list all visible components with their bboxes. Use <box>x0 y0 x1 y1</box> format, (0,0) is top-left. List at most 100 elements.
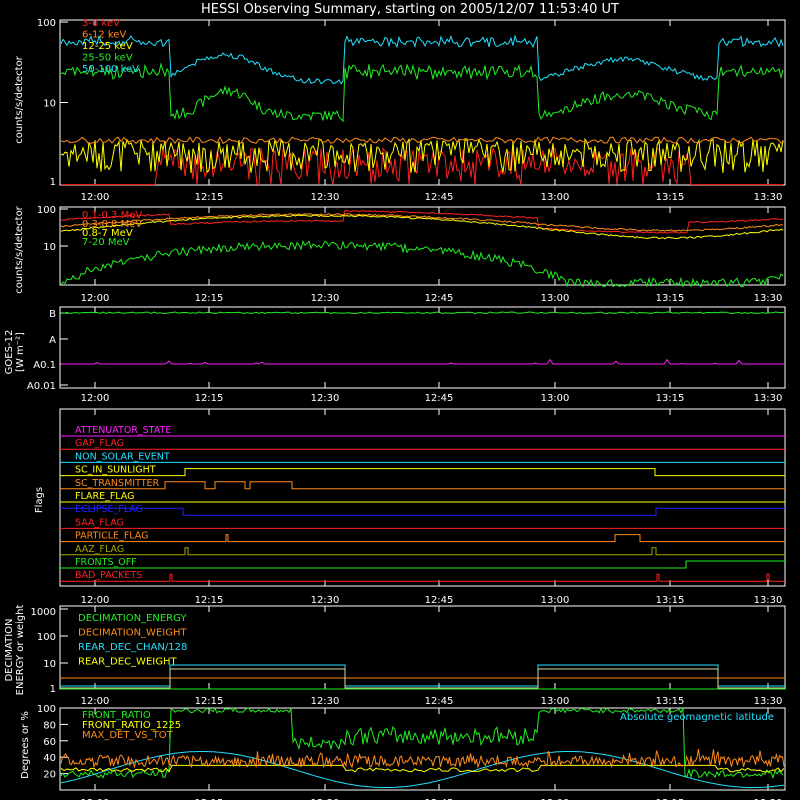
panel1-series-12-25keV <box>60 137 784 174</box>
panel4-flag-label-9: AAZ_FLAG <box>75 544 124 555</box>
panel2-xtick-label: 13:30 <box>754 293 783 304</box>
panel1-series-6-12keV <box>60 136 785 145</box>
panel4-xtick-label: 12:00 <box>81 595 110 606</box>
panel6-max-det-vs-tot <box>60 748 785 769</box>
panel1-xtick-label: 13:15 <box>656 192 685 203</box>
panel6-front-ratio-1225 <box>60 764 785 773</box>
panel6-xtick-label: 12:30 <box>311 798 340 800</box>
panel1-ytick-label: 10 <box>43 99 56 110</box>
panel4-flag-line-9 <box>60 547 785 556</box>
panel6-ylabel: Degrees or % <box>20 711 31 779</box>
panel2-xtick-label: 12:15 <box>195 293 224 304</box>
page-title: HESSI Observing Summary, starting on 200… <box>201 2 619 17</box>
panel6-xtick-label: 13:30 <box>754 798 783 800</box>
panel5-xtick-label: 13:00 <box>541 696 570 707</box>
panel3-xtick-label: 13:30 <box>754 393 783 404</box>
panel2-xtick-label: 13:15 <box>656 293 685 304</box>
panel2-xtick-label: 12:30 <box>311 293 340 304</box>
panel4-flag-line-8 <box>60 534 785 543</box>
panel3-ylabel-line1: GOES-12 <box>4 330 15 375</box>
panel3-xtick-label: 12:30 <box>311 393 340 404</box>
panel5-legend-0: DECIMATION_ENERGY <box>78 613 187 624</box>
panel6-ytick-label: 60 <box>43 737 56 748</box>
panel6-xtick-label: 13:00 <box>541 798 570 800</box>
panel3-ytick-label: A0.1 <box>33 360 56 371</box>
panel5-ytick-label: 1 <box>50 684 56 695</box>
panel1-legend-3: 25-50 keV <box>82 53 133 64</box>
panel1-xtick-label: 12:15 <box>195 192 224 203</box>
panel3-ylabel-line2: [W m⁻²] <box>15 332 26 372</box>
panel1-xtick-label: 13:00 <box>541 192 570 203</box>
panel3-xtick-label: 13:15 <box>656 393 685 404</box>
panel2-legend-1: 0.3-0.8 MeV <box>82 219 142 230</box>
panel5-ytick-label: 10 <box>43 659 56 670</box>
panel5-ylabel-line2: ENERGY or weight <box>15 605 26 696</box>
panel6-ytick-label: 80 <box>43 720 56 731</box>
panel6-front-ratio <box>60 706 784 780</box>
panel2-series-7-20MeV <box>60 239 784 288</box>
panel1-ytick-label: 100 <box>37 18 56 29</box>
panel6-legend-2: MAX_DET_VS_TOT <box>82 730 174 741</box>
panel1-series-25-50keV <box>60 62 784 123</box>
panel2-xtick-label: 12:00 <box>81 293 110 304</box>
panel3-ytick-label: A0.01 <box>27 381 56 392</box>
panel1-xtick-label: 13:30 <box>754 192 783 203</box>
panel1-xtick-label: 12:00 <box>81 192 110 203</box>
panel2-legend-0: 0.1-0.3 MeV <box>82 210 142 221</box>
panel4-flag-line-10 <box>60 560 785 569</box>
panel6-annotation: Absolute geomagnetic latitude <box>620 712 774 723</box>
panel4-flag-line-11 <box>60 573 785 582</box>
panel1-legend-4: 50-100 keV <box>82 64 139 75</box>
panel4-flag-label-7: SAA_FLAG <box>75 517 124 528</box>
panel5-ytick-label: 100 <box>37 632 56 643</box>
panel4-flag-label-8: PARTICLE_FLAG <box>75 531 148 542</box>
panel6-ytick-label: 20 <box>43 770 56 781</box>
panel5-xtick-label: 12:45 <box>425 696 454 707</box>
panel1-legend-2: 12-25 keV <box>82 41 133 52</box>
panel2-ylabel: counts/s/detector <box>14 205 25 293</box>
panel5-xtick-label: 12:30 <box>311 696 340 707</box>
panel4-flag-label-1: GAP_FLAG <box>75 438 124 449</box>
panel3-ytick-label: B <box>49 309 56 320</box>
panel1-ytick-label: 1 <box>50 177 56 188</box>
panel1-legend-1: 6-12 keV <box>82 30 126 41</box>
panel1-xtick-label: 12:45 <box>425 192 454 203</box>
panel3-ytick-label: A <box>49 335 56 346</box>
panel2-ytick-label: 100 <box>37 205 56 216</box>
panel6-xtick-label: 12:00 <box>81 798 110 800</box>
panel5-legend-1: DECIMATION_WEIGHT <box>78 628 187 639</box>
panel6-ytick-label: 100 <box>37 704 56 715</box>
panel4-flag-label-3: SC_IN_SUNLIGHT <box>75 465 156 476</box>
panel2-series-0.8-7MeV <box>60 214 784 240</box>
panel4-flag-label-0: ATTENUATOR_STATE <box>75 425 171 436</box>
panel5-ylabel-line1: DECIMATION <box>4 618 15 681</box>
panel4-xtick-label: 12:15 <box>195 595 224 606</box>
panel4-xtick-label: 13:00 <box>541 595 570 606</box>
panels: 12:00 12:15 12:30 12:45 13:00 13:15 13:3011010… <box>27 18 786 800</box>
panel4-xtick-label: 12:30 <box>311 595 340 606</box>
panel2-series-0.3-0.8MeV <box>60 213 784 232</box>
panel4-flag-line-6 <box>60 507 785 516</box>
panel5-legend-3: REAR_DEC_WEIGHT <box>78 657 177 668</box>
panel1-legend-0: 3-6 keV <box>82 18 120 29</box>
panel3-xtick-label: 13:00 <box>541 393 570 404</box>
panel4-xtick-label: 13:15 <box>656 595 685 606</box>
panel3-xtick-label: 12:45 <box>425 393 454 404</box>
panel6-xtick-label: 13:15 <box>656 798 685 800</box>
panel1-ylabel: counts/s/detector <box>14 55 25 143</box>
panel5-ytick-label: 1000 <box>31 607 56 618</box>
panel4-flag-label-2: NON_SOLAR_EVENT <box>75 451 170 462</box>
panel2-ytick-label: 10 <box>43 242 56 253</box>
panel5-xtick-label: 13:15 <box>656 696 685 707</box>
panel3-xtick-label: 12:00 <box>81 393 110 404</box>
panel3-goes-long <box>60 311 785 315</box>
panel5-xtick-label: 13:30 <box>754 696 783 707</box>
panel4-flag-label-10: FRONTS_OFF <box>75 557 137 568</box>
panel1-xtick-label: 12:30 <box>311 192 340 203</box>
panel3-frame <box>59 306 786 389</box>
panel2-legend-3: 7-20 MeV <box>82 237 130 248</box>
panel5-xtick-label: 12:15 <box>195 696 224 707</box>
panel6-xtick-label: 12:45 <box>425 798 454 800</box>
